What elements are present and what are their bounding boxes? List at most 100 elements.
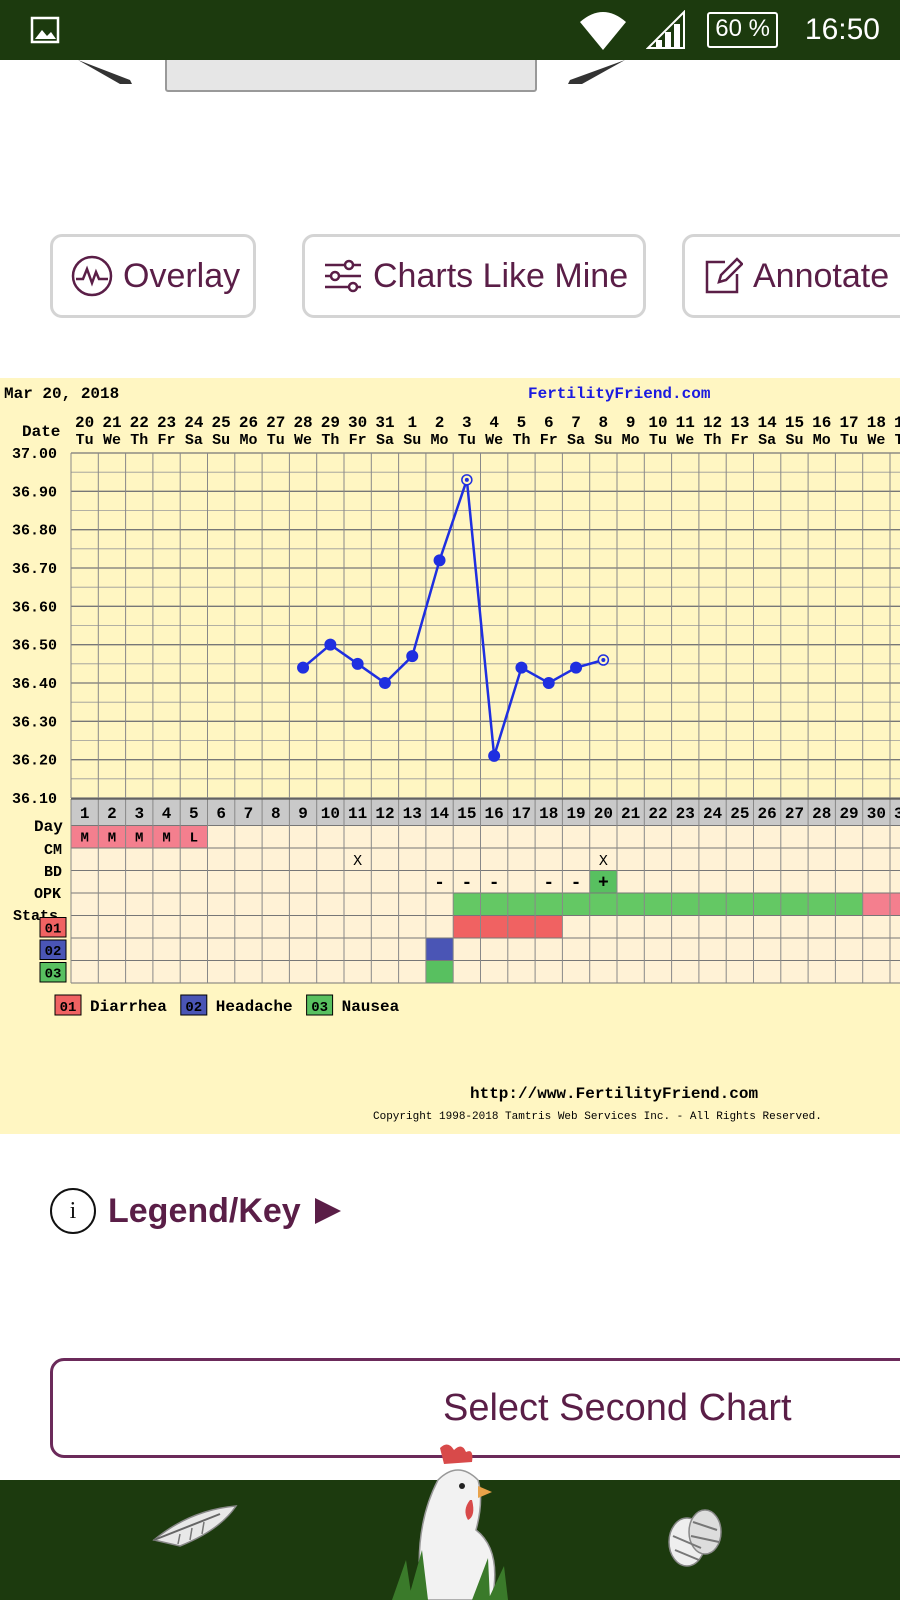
day-number: 23 [676, 805, 695, 823]
day-number: 20 [594, 805, 613, 823]
legend-code: 03 [311, 1000, 328, 1016]
x-weekday-label: We [485, 432, 503, 449]
sliders-icon [323, 259, 363, 293]
overlay-icon [71, 255, 113, 297]
x-weekday-label: Su [212, 432, 230, 449]
previous-content-fragment [0, 60, 900, 100]
x-weekday-label: Th [895, 432, 900, 449]
x-weekday-label: Fr [349, 432, 367, 449]
cm-cell [71, 825, 99, 848]
day-number: 13 [403, 805, 422, 823]
temperature-point[interactable] [324, 638, 337, 651]
symptom-code: 03 [45, 967, 62, 983]
x-weekday-label: Tu [267, 432, 285, 449]
cm-value: M [108, 831, 116, 847]
symptom-code-box [39, 962, 67, 983]
x-date-label: 5 [517, 414, 527, 432]
cm-cell [152, 825, 181, 848]
day-number: 14 [430, 805, 450, 823]
y-tick-label: 36.40 [12, 676, 57, 693]
bottom-nav [0, 1444, 900, 1601]
day-number: 4 [162, 805, 172, 823]
x-weekday-label: Tu [76, 432, 94, 449]
temperature-point[interactable] [297, 661, 310, 674]
day-number: 7 [244, 805, 254, 823]
annotate-button[interactable]: Annotate [682, 234, 900, 318]
day-number: 3 [134, 805, 144, 823]
wifi-icon [578, 0, 628, 60]
x-date-label: 14 [758, 414, 778, 432]
day-number: 12 [375, 805, 394, 823]
rooster-icon[interactable] [392, 1440, 512, 1605]
symptom-code-box [39, 917, 67, 938]
temperature-point[interactable] [488, 749, 501, 762]
x-weekday-label: Fr [540, 432, 558, 449]
x-weekday-label: Th [130, 432, 148, 449]
legend-swatch [180, 994, 208, 1016]
day-number: 11 [348, 805, 367, 823]
x-date-label: 31 [375, 414, 394, 432]
x-date-label: 21 [102, 414, 121, 432]
temperature-point[interactable] [378, 677, 391, 689]
cm-cell [180, 825, 208, 848]
cm-value: M [162, 831, 170, 847]
chart-canvas: Mar 20, 2018 FertilityFriend.com Date Da… [4, 385, 900, 1123]
day-number: 21 [621, 805, 640, 823]
day-row-bg [71, 799, 900, 826]
x-date-label: 30 [348, 414, 367, 432]
temperature-point[interactable] [433, 554, 446, 567]
select-second-chart-button[interactable]: Select Second Chart [50, 1358, 900, 1458]
chart-actions: Overlay Charts Like Mine Annotate [0, 234, 900, 324]
temperature-point[interactable] [542, 677, 555, 689]
legend-key-toggle[interactable]: i Legend/Key [50, 1186, 343, 1236]
temperature-point[interactable] [351, 657, 364, 670]
y-tick-label: 36.30 [12, 714, 57, 731]
x-date-label: 10 [648, 414, 667, 432]
chart-site-name: FertilityFriend.com [528, 385, 711, 403]
symptom-cell [453, 915, 481, 938]
day-number: 25 [730, 805, 749, 823]
eggs-icon[interactable] [665, 1500, 725, 1575]
cm-value: L [190, 831, 198, 847]
day-number: 10 [321, 805, 340, 823]
annotate-label: Annotate [753, 256, 890, 295]
symptom-code-box [39, 939, 67, 960]
charts-like-mine-label: Charts Like Mine [373, 256, 629, 295]
overlay-button[interactable]: Overlay [50, 234, 256, 318]
symptom-cell [507, 915, 536, 938]
temperature-point[interactable] [515, 661, 528, 674]
overlay-label: Overlay [123, 256, 241, 295]
day-number: 30 [867, 805, 886, 823]
fertility-chart[interactable]: Mar 20, 2018 FertilityFriend.com Date Da… [0, 378, 900, 1134]
y-tick-label: 36.70 [12, 561, 57, 578]
x-date-label: 3 [462, 414, 472, 432]
charts-like-mine-button[interactable]: Charts Like Mine [302, 234, 646, 318]
cm-cell [125, 825, 153, 848]
chart-header-date: Mar 20, 2018 [4, 385, 119, 403]
stats-period-bar [862, 893, 900, 916]
legend-swatch [306, 994, 334, 1016]
day-number: 16 [485, 805, 504, 823]
feather-icon[interactable] [150, 1500, 240, 1575]
play-arrow-icon [313, 1196, 343, 1226]
day-number: 1 [80, 805, 90, 823]
row-label-date: Date [22, 423, 60, 441]
symptom-cell [480, 915, 508, 938]
temperature-point[interactable] [406, 650, 419, 663]
day-number: 29 [839, 805, 858, 823]
x-weekday-label: Tu [840, 432, 858, 449]
x-date-label: 28 [293, 414, 312, 432]
symptom-code: 02 [45, 944, 62, 960]
battery-level: 60 % [707, 12, 778, 48]
temperature-point[interactable] [570, 661, 583, 674]
x-date-label: 6 [544, 414, 554, 432]
symptom-code: 01 [45, 922, 62, 938]
chart-copyright: Copyright 1998-2018 Tamtris Web Services… [373, 1111, 822, 1123]
legend-label: Headache [216, 998, 293, 1016]
x-date-label: 8 [599, 414, 609, 432]
legend-label: Nausea [342, 998, 400, 1016]
x-date-label: 25 [212, 414, 231, 432]
y-tick-label: 36.20 [12, 753, 57, 770]
status-bar: 60 % 16:50 [0, 0, 900, 60]
day-number: 9 [298, 805, 308, 823]
